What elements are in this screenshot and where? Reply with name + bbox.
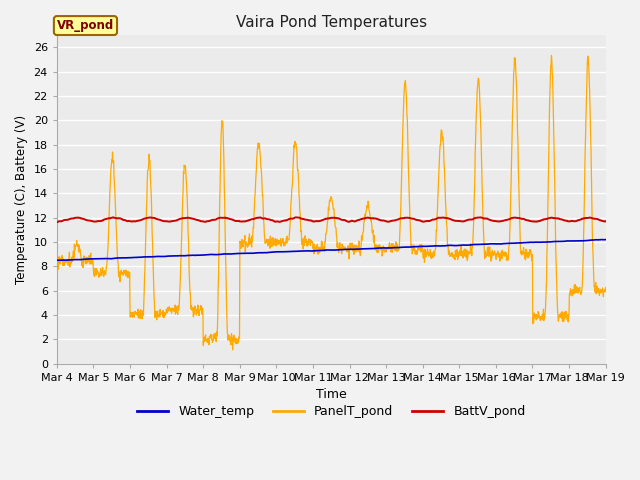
Water_temp xyxy=(237,251,244,256)
Line: Water_temp: Water_temp xyxy=(57,240,605,260)
PanelT_pond xyxy=(417,245,424,251)
BattV_pond xyxy=(417,218,425,224)
BattV_pond xyxy=(602,218,609,224)
Water_temp xyxy=(417,243,424,249)
Water_temp xyxy=(488,241,496,247)
Water_temp xyxy=(162,253,170,259)
Legend: Water_temp, PanelT_pond, BattV_pond: Water_temp, PanelT_pond, BattV_pond xyxy=(132,400,531,423)
PanelT_pond xyxy=(53,251,61,257)
Water_temp xyxy=(54,257,61,263)
Y-axis label: Temperature (C), Battery (V): Temperature (C), Battery (V) xyxy=(15,115,28,284)
Water_temp xyxy=(175,253,183,259)
Line: PanelT_pond: PanelT_pond xyxy=(57,55,605,350)
Title: Vaira Pond Temperatures: Vaira Pond Temperatures xyxy=(236,15,427,30)
BattV_pond xyxy=(175,216,183,222)
BattV_pond xyxy=(237,219,244,225)
BattV_pond xyxy=(489,218,497,224)
X-axis label: Time: Time xyxy=(316,388,347,401)
BattV_pond xyxy=(54,219,61,225)
Water_temp xyxy=(53,257,61,263)
PanelT_pond xyxy=(162,312,170,318)
BattV_pond xyxy=(292,215,300,220)
PanelT_pond xyxy=(537,314,545,320)
Text: VR_pond: VR_pond xyxy=(57,19,114,32)
BattV_pond xyxy=(53,219,61,225)
Water_temp xyxy=(537,239,545,245)
BattV_pond xyxy=(162,218,170,224)
PanelT_pond xyxy=(229,347,237,353)
PanelT_pond xyxy=(237,239,244,245)
Water_temp xyxy=(602,237,609,242)
BattV_pond xyxy=(538,217,545,223)
PanelT_pond xyxy=(602,285,609,290)
PanelT_pond xyxy=(488,247,496,253)
Line: BattV_pond: BattV_pond xyxy=(57,217,605,222)
Water_temp xyxy=(598,237,605,242)
PanelT_pond xyxy=(548,52,556,58)
PanelT_pond xyxy=(175,307,182,313)
